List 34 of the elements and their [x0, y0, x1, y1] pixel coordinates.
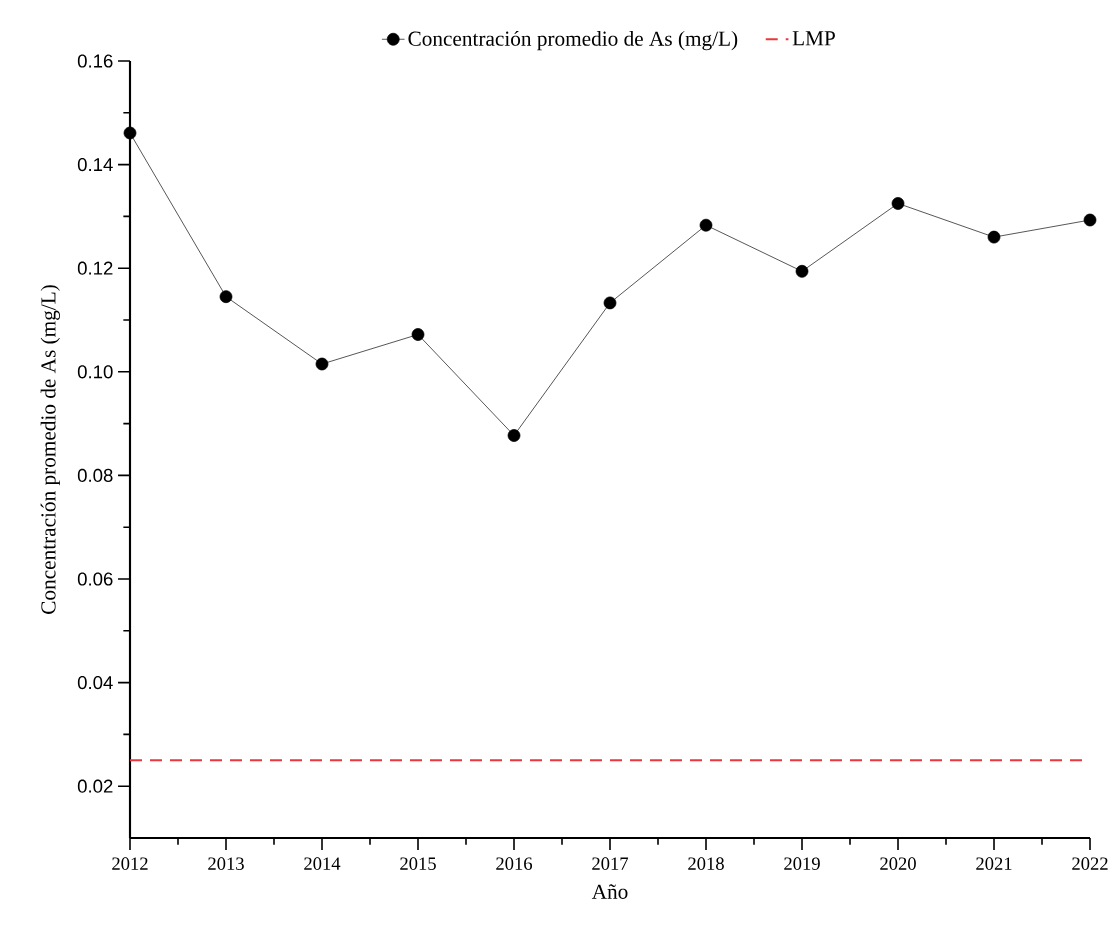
y-axis-title: Concentración promedio de As (mg/L) — [40, 285, 60, 614]
y-tick-label: 0.10 — [77, 365, 113, 379]
y-tick-label: 0.16 — [77, 54, 113, 68]
x-tick-label: 2020 — [880, 857, 916, 870]
x-tick-label: 2013 — [208, 857, 244, 870]
y-tick-label: 0.14 — [77, 157, 113, 172]
x-tick-label: 2019 — [784, 857, 820, 870]
x-tick-label: 2014 — [304, 857, 341, 870]
point — [795, 264, 809, 278]
y-tick-label: 0.02 — [77, 779, 113, 793]
x-tick-label: 2021 — [976, 857, 1012, 870]
point — [411, 328, 425, 341]
y-tick-label: 0.08 — [77, 468, 113, 482]
point — [123, 126, 137, 140]
point — [1083, 213, 1097, 227]
point — [699, 218, 713, 232]
y-tick-label: 0.12 — [77, 261, 113, 275]
point — [507, 429, 521, 442]
x-tick-label: 2012 — [112, 857, 148, 870]
x-tick-label: 2018 — [688, 857, 724, 870]
x-tick-label: 2016 — [496, 857, 533, 870]
x-tick-label: 2015 — [400, 857, 436, 870]
y-tick-label: 0.06 — [77, 572, 113, 586]
x-tick-label: 2017 — [592, 857, 629, 870]
point — [603, 296, 617, 310]
point — [987, 230, 1001, 244]
legend-label: LMP — [792, 31, 835, 46]
point — [219, 290, 233, 304]
point — [315, 357, 329, 371]
x-axis-title: Año — [591, 884, 628, 899]
x-tick-label: 2022 — [1072, 857, 1108, 870]
legend-label: Concentración promedio de As (mg/L) — [408, 30, 738, 51]
y-tick-label: 0.04 — [77, 676, 113, 690]
point — [891, 197, 905, 210]
